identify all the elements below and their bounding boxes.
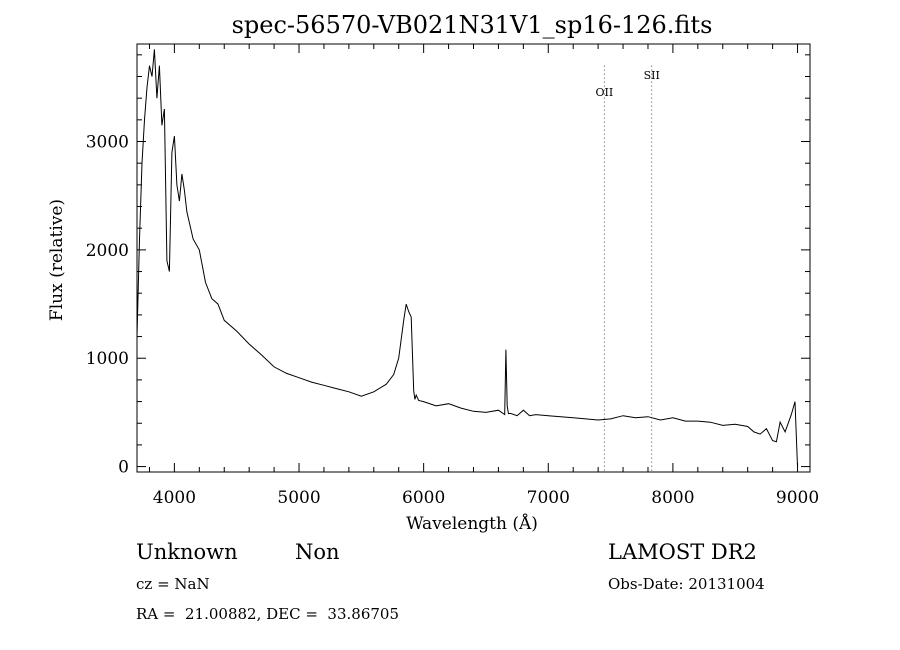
y-tick-label: 1000: [86, 349, 129, 369]
x-axis-label: Wavelength (Å): [406, 513, 538, 534]
spectrum-series-0: [136, 49, 798, 467]
coordinates: RA = 21.00882, DEC = 33.86705: [136, 605, 400, 623]
x-tick-label: 5000: [277, 488, 320, 508]
x-tick-label: 8000: [651, 488, 694, 508]
survey-name: LAMOST DR2: [608, 540, 757, 564]
x-tick-label: 6000: [402, 488, 445, 508]
plot-frame: [136, 43, 811, 473]
y-tick-label: 3000: [86, 133, 129, 153]
observation-date: Obs-Date: 20131004: [608, 575, 765, 593]
redshift-cz: cz = NaN: [136, 575, 210, 593]
object-subclass: Non: [295, 540, 340, 564]
x-tick-label: 9000: [776, 488, 819, 508]
x-tick-label: 7000: [527, 488, 570, 508]
chart-title: spec-56570-VB021N31V1_sp16-126.fits: [232, 11, 713, 39]
y-tick-label: 2000: [86, 241, 129, 261]
y-axis-label: Flux (relative): [47, 199, 67, 321]
y-tick-label: 0: [118, 458, 129, 478]
object-class: Unknown: [136, 540, 238, 564]
reference-line-label: SII: [644, 69, 660, 82]
reference-line-label: OII: [596, 86, 614, 99]
x-tick-label: 4000: [153, 488, 196, 508]
